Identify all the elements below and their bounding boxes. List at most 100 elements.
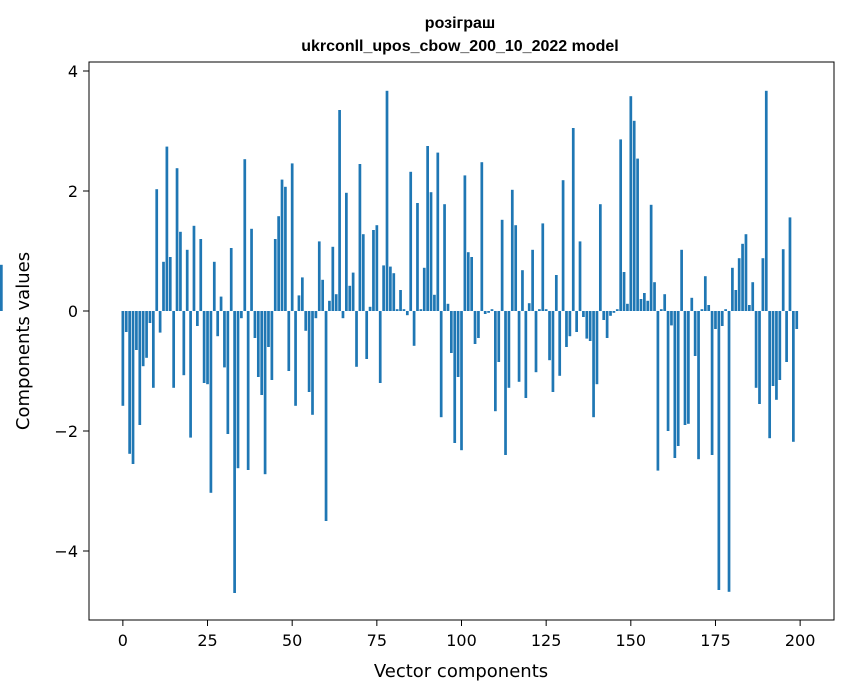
bar-44 bbox=[270, 311, 274, 380]
bar-98 bbox=[453, 311, 457, 443]
bar-61 bbox=[328, 300, 331, 311]
bar-126 bbox=[548, 311, 551, 361]
chart-subtitle: ukrconll_upos_cbow_200_10_2022 model bbox=[301, 38, 618, 55]
chart-title: розіграш bbox=[425, 15, 495, 32]
bar-30 bbox=[223, 311, 226, 368]
bar-165 bbox=[680, 249, 683, 311]
bar-12 bbox=[162, 261, 165, 311]
bar-103 bbox=[470, 257, 474, 311]
bar-152 bbox=[636, 158, 639, 311]
bar-14 bbox=[168, 257, 172, 311]
bar-171 bbox=[700, 309, 704, 311]
bar-163 bbox=[673, 311, 677, 458]
bar-81 bbox=[395, 309, 399, 311]
bar-105 bbox=[477, 311, 480, 338]
bar-121 bbox=[531, 249, 534, 311]
bar-57 bbox=[314, 311, 318, 319]
bar-24 bbox=[202, 311, 206, 383]
y-tick-label: −2 bbox=[54, 422, 78, 441]
x-tick-label: 75 bbox=[367, 631, 387, 650]
bar-83 bbox=[402, 309, 406, 311]
bar-151 bbox=[632, 120, 636, 311]
bar-63 bbox=[334, 294, 338, 311]
bar-26 bbox=[209, 311, 213, 493]
bar-66 bbox=[345, 192, 348, 311]
x-tick-label: 125 bbox=[531, 631, 562, 650]
bar-185 bbox=[747, 305, 751, 311]
bar-150 bbox=[629, 96, 633, 311]
bar-111 bbox=[497, 311, 501, 362]
bar-106 bbox=[480, 162, 484, 311]
bar-28 bbox=[216, 311, 220, 337]
bar-54 bbox=[304, 311, 308, 331]
y-axis-ticks: −4 −2 0 2 4 bbox=[54, 62, 89, 561]
bar-87 bbox=[416, 203, 419, 311]
bar-186 bbox=[751, 282, 755, 311]
bar-141 bbox=[598, 204, 602, 311]
bar-4 bbox=[135, 311, 138, 350]
bar-178 bbox=[724, 309, 727, 311]
bar-134 bbox=[575, 311, 578, 332]
bar-37 bbox=[246, 311, 250, 470]
bar-99 bbox=[456, 311, 460, 377]
bar-1 bbox=[124, 311, 128, 332]
bar-0 bbox=[121, 311, 125, 406]
bar-84 bbox=[405, 311, 409, 316]
bar-140 bbox=[595, 311, 599, 385]
bar-71 bbox=[361, 234, 365, 311]
bar-6 bbox=[141, 311, 145, 367]
bar-145 bbox=[612, 311, 616, 313]
bar-110 bbox=[494, 311, 497, 412]
bar-90 bbox=[426, 146, 429, 311]
bar-184 bbox=[744, 234, 748, 311]
bar-199 bbox=[795, 311, 799, 329]
bar-18 bbox=[182, 311, 186, 376]
bar-194 bbox=[778, 311, 782, 380]
bar-154 bbox=[643, 293, 646, 311]
bar-183 bbox=[741, 243, 744, 311]
bar-91 bbox=[429, 192, 433, 311]
bar-72 bbox=[365, 311, 369, 359]
bar-20 bbox=[189, 311, 192, 438]
bar-197 bbox=[788, 217, 792, 311]
bar-55 bbox=[307, 311, 311, 392]
bar-68 bbox=[351, 272, 355, 311]
bar-38 bbox=[250, 228, 253, 311]
bar-138 bbox=[588, 311, 592, 341]
bar-164 bbox=[676, 311, 680, 446]
bar-149 bbox=[626, 303, 629, 311]
bar-119 bbox=[524, 311, 528, 398]
bar-46 bbox=[277, 216, 280, 311]
bar-137 bbox=[585, 311, 589, 339]
bar-124 bbox=[541, 223, 545, 311]
bar-175 bbox=[714, 311, 717, 329]
bar-144 bbox=[609, 311, 612, 316]
bar-182 bbox=[737, 258, 741, 311]
bar-17 bbox=[179, 231, 182, 311]
bar-100 bbox=[460, 311, 463, 451]
x-tick-label: 25 bbox=[197, 631, 217, 650]
bar-116 bbox=[514, 225, 518, 311]
y-tick-label: −4 bbox=[54, 542, 78, 561]
bar-77 bbox=[382, 265, 385, 311]
bar-159 bbox=[659, 309, 663, 311]
bar-114 bbox=[507, 311, 511, 388]
bar-32 bbox=[229, 248, 233, 311]
bar-95 bbox=[443, 204, 446, 311]
bar-132 bbox=[568, 311, 572, 337]
bar-86 bbox=[412, 311, 416, 346]
bar-123 bbox=[538, 309, 541, 311]
bar-82 bbox=[399, 290, 402, 311]
bar-40 bbox=[256, 311, 260, 377]
bar-21 bbox=[192, 225, 196, 311]
bar-120 bbox=[527, 303, 531, 311]
bar-169 bbox=[693, 311, 697, 356]
bar-64 bbox=[338, 110, 341, 311]
x-tick-label: 175 bbox=[700, 631, 731, 650]
bar-155 bbox=[646, 300, 650, 311]
bar-23 bbox=[199, 239, 203, 311]
bar-160 bbox=[663, 294, 667, 311]
x-tick-label: 200 bbox=[785, 631, 816, 650]
bar-104 bbox=[473, 311, 477, 344]
